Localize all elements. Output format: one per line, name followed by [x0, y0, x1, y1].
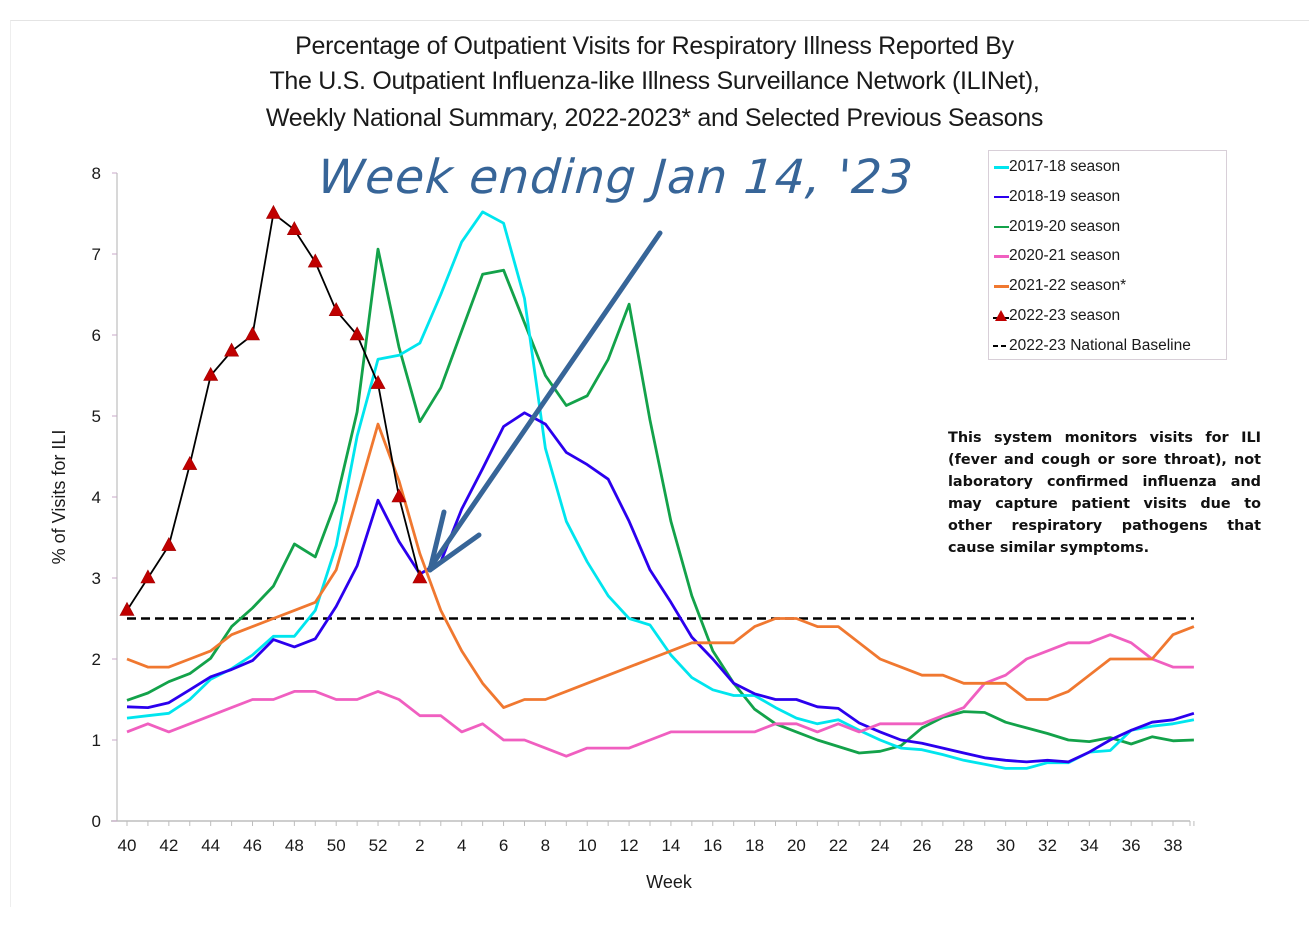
- annotation-arrow: [427, 230, 663, 573]
- y-tick-label: 4: [92, 488, 101, 507]
- y-tick-label: 5: [92, 407, 101, 426]
- legend: 2017-18 season 2018-19 season 2019-20 seas…: [988, 150, 1227, 360]
- y-tick-label: 3: [92, 569, 101, 588]
- y-tick-label: 2: [92, 650, 101, 669]
- point-marker-2022-23: [119, 601, 135, 616]
- series-2018-19-season: [126, 411, 1195, 764]
- series-2021-22-season: [126, 422, 1195, 709]
- x-tick-label: 12: [620, 836, 639, 855]
- point-marker-2022-23: [161, 536, 177, 551]
- legend-swatch-icon: [993, 161, 1009, 173]
- legend-item-2022-23-season: 2022-23 season: [993, 305, 1120, 327]
- x-tick-label: 40: [118, 836, 137, 855]
- legend-item-2022-23-national-baseline: 2022-23 National Baseline: [993, 335, 1191, 357]
- x-tick-label: 48: [285, 836, 304, 855]
- x-tick-label: 2: [415, 836, 424, 855]
- legend-item-2019-20-season: 2019-20 season: [993, 216, 1120, 238]
- handwritten-annotation: Week ending Jan 14, '23: [316, 150, 916, 205]
- x-axis-title: Week: [646, 872, 693, 892]
- x-tick-label: 14: [661, 836, 680, 855]
- point-marker-2022-23: [286, 221, 302, 235]
- point-marker-2022-23: [203, 366, 219, 381]
- point-marker-2022-23: [224, 342, 240, 357]
- point-marker-2022-23: [140, 569, 156, 584]
- x-tick-label: 38: [1164, 836, 1183, 855]
- x-tick-label: 52: [369, 836, 388, 855]
- y-tick-label: 6: [92, 326, 101, 345]
- x-tick-label: 26: [912, 836, 931, 855]
- arrow-head-left: [427, 509, 447, 573]
- x-tick-label: 6: [499, 836, 508, 855]
- point-marker-2022-23: [412, 569, 428, 584]
- x-tick-label: 8: [541, 836, 550, 855]
- legend-label: 2017-18 season: [1009, 158, 1121, 175]
- x-tick-label: 30: [996, 836, 1015, 855]
- point-marker-2022-23: [307, 253, 323, 268]
- legend-swatch-icon: [993, 221, 1009, 233]
- y-tick-label: 0: [92, 812, 101, 831]
- x-tick-label: 22: [829, 836, 848, 855]
- y-axis-title: % of Visits for ILI: [49, 430, 69, 565]
- chart-title-line-1: Percentage of Outpatient Visits for Resp…: [295, 32, 1014, 60]
- point-marker-2022-23: [182, 455, 198, 470]
- legend-swatch-icon: [993, 340, 1009, 352]
- y-tick-label: 1: [92, 731, 101, 750]
- point-marker-2022-23: [328, 302, 344, 317]
- x-tick-label: 4: [457, 836, 466, 855]
- point-marker-2022-23: [245, 326, 261, 341]
- legend-label: 2018-19 season: [1009, 187, 1121, 205]
- point-marker-2022-23: [349, 326, 365, 341]
- x-tick-label: 18: [745, 836, 764, 855]
- legend-label: 2019-20 season: [1009, 217, 1121, 235]
- legend-label: 2022-23 National Baseline: [1009, 336, 1191, 354]
- series-2019-20-season: [126, 247, 1194, 755]
- x-tick-label: 16: [703, 836, 722, 855]
- point-marker-2022-23: [391, 488, 407, 503]
- legend-swatch-icon: [993, 280, 1009, 292]
- marker-layer: [119, 204, 428, 616]
- legend-label: 2022-23 season: [1009, 307, 1121, 324]
- legend-item-2020-21-season: 2020-21 season: [993, 245, 1120, 267]
- chart-frame: [10, 20, 1309, 907]
- arrow-head-right: [427, 532, 482, 573]
- legend-swatch-icon: [993, 310, 1009, 322]
- series-layer: [126, 210, 1195, 770]
- x-tick-label: 36: [1122, 836, 1141, 855]
- x-tick-label: 42: [159, 836, 178, 855]
- legend-swatch-icon: [993, 250, 1009, 262]
- x-tick-label: 44: [201, 836, 220, 855]
- point-marker-2022-23: [370, 374, 386, 389]
- x-tick-label: 46: [243, 836, 262, 855]
- legend-item-2021-22-season: 2021-22 season*: [993, 275, 1126, 297]
- disclaimer-note: This system monitors visits for ILI (fev…: [948, 430, 1261, 556]
- x-tick-label: 10: [578, 836, 597, 855]
- x-tick-label: 24: [871, 836, 890, 855]
- x-tick-label: 28: [954, 836, 973, 855]
- legend-item-2017-18-season: 2017-18 season: [993, 156, 1120, 178]
- legend-swatch-icon: [993, 191, 1009, 203]
- x-tick-label: 50: [327, 836, 346, 855]
- legend-label: 2021-22 season*: [1009, 277, 1127, 295]
- point-marker-2022-23: [265, 204, 281, 219]
- legend-label: 2020-21 season: [1009, 247, 1121, 265]
- legend-item-2018-19-season: 2018-19 season: [993, 186, 1120, 208]
- series-2020-21-season: [126, 633, 1194, 758]
- series-2017-18-season: [126, 210, 1195, 770]
- y-tick-label: 7: [92, 245, 101, 264]
- x-tick-label: 20: [787, 836, 806, 855]
- x-tick-label: 32: [1038, 836, 1057, 855]
- arrow-shaft: [427, 230, 663, 571]
- chart-title-line-3: Weekly National Summary, 2022-2023* and …: [265, 104, 1044, 132]
- chart-title-line-2: The U.S. Outpatient Influenza-like Illne…: [269, 67, 1040, 95]
- x-tick-label: 34: [1080, 836, 1099, 855]
- y-tick-label: 8: [92, 164, 101, 183]
